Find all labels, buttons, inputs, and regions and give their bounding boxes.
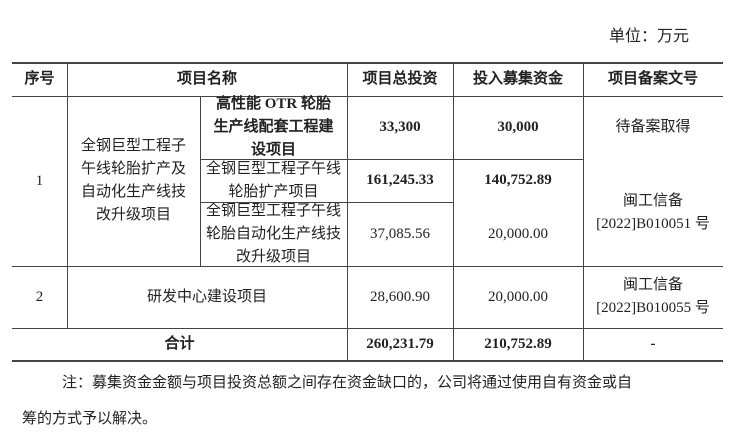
total-filing: - [650,335,656,352]
sub1-filing: 待备案取得 [615,119,691,135]
table-top-border [12,62,723,64]
row2-no: 2 [35,288,44,305]
header-no: 序号 [24,71,55,87]
note-line-1: 注：募集资金金额与项目投资总额之间存在资金缺口的，公司将通过使用自有资金或自 [62,375,633,391]
row2-filing: 闽工信备 [2022]B010055 号 [596,277,710,316]
total-raised: 210,752.89 [484,335,552,352]
unit-label: 单位：万元 [608,28,689,45]
row2-raised: 20,000.00 [488,288,548,305]
sub3-raised: 20,000.00 [488,225,548,242]
row2-name: 研发中心建设项目 [146,288,267,305]
header-name: 项目名称 [176,71,237,87]
divider [200,202,453,203]
divider [67,63,68,328]
sub1-raised: 30,000 [497,119,539,135]
divider [347,63,348,361]
header-total: 项目总投资 [362,71,438,87]
sub2-total: 161,245.33 [366,172,434,188]
sub3-name: 全钢巨型工程子午线轮胎自动化生产线技改升级项目 [206,202,342,265]
divider [12,96,723,97]
sub1-total: 33,300 [379,119,421,135]
sub3-total: 37,085.56 [370,225,430,242]
table-bottom-border [12,360,723,362]
divider [200,96,201,266]
row1-filing: 闽工信备 [2022]B010051 号 [596,192,710,232]
header-raised: 投入募集资金 [472,71,563,87]
divider [200,159,583,160]
total-total: 260,231.79 [366,335,434,352]
note-line-2: 筹的方式予以解决。 [22,411,158,427]
sub2-raised: 140,752.89 [484,172,552,188]
row2-total: 28,600.90 [370,288,430,305]
total-label: 合计 [164,335,195,352]
sub1-name: 高性能 OTR 轮胎生产线配套工程建设项目 [213,96,334,158]
row1-name: 全钢巨型工程子午线轮胎扩产及自动化生产线技改升级项目 [80,138,186,223]
divider [583,63,584,361]
divider [453,63,454,361]
divider [12,266,723,267]
header-filing: 项目备案文号 [607,71,698,87]
divider [12,328,723,329]
sub2-name: 全钢巨型工程子午线轮胎扩产项目 [206,160,342,200]
row1-no: 1 [35,172,44,189]
